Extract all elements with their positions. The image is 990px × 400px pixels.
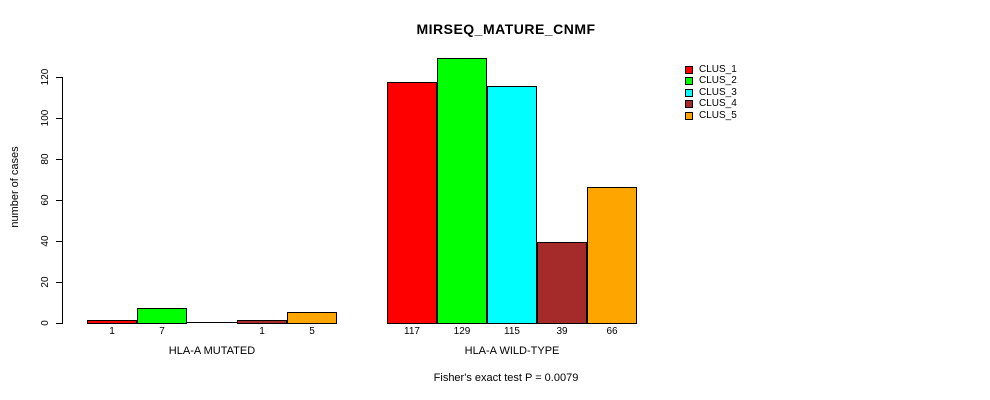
x-group-label-hla-a-wild-type: HLA-A WILD-TYPE [464, 345, 560, 357]
y-tick [56, 77, 62, 78]
bar-clus-4-hla-a-mutated [237, 320, 287, 324]
y-tick [56, 241, 62, 242]
y-tick [56, 159, 62, 160]
legend-label: CLUS_5 [699, 109, 737, 121]
y-tick [56, 200, 62, 201]
legend-label: CLUS_2 [699, 75, 737, 87]
x-group-label-hla-a-mutated: HLA-A MUTATED [168, 345, 256, 357]
bar-clus-2-hla-a-mutated [137, 308, 187, 324]
bar-value-label: 115 [504, 326, 520, 337]
bar-value-label: 1 [259, 326, 265, 337]
legend-swatch-clus_5 [685, 111, 693, 120]
y-tick-label: 20 [40, 276, 51, 288]
legend-row: CLUS_2 [685, 76, 737, 88]
y-tick-label: 120 [40, 68, 51, 86]
bar-clus-1-hla-a-mutated [87, 320, 137, 324]
bar-value-label: 5 [309, 326, 315, 337]
bar-clus-3-hla-a-mutated [187, 322, 237, 323]
legend-row: CLUS_4 [685, 99, 737, 111]
bar-value-label: 39 [556, 326, 568, 337]
legend-swatch-clus_4 [685, 100, 693, 109]
legend-label: CLUS_1 [699, 63, 737, 75]
bar-clus-5-hla-a-wild-type [587, 187, 637, 324]
legend-swatch-clus_3 [685, 88, 693, 97]
y-axis-label: number of cases [9, 146, 21, 228]
legend-swatch-clus_2 [685, 77, 693, 86]
legend: CLUS_1 CLUS_2 CLUS_3 CLUS_4 CLUS_5 [685, 64, 737, 122]
bar-value-label: 1 [109, 326, 115, 337]
y-tick-label: 100 [40, 109, 51, 127]
fisher-test-annotation: Fisher's exact test P = 0.0079 [433, 372, 579, 384]
y-tick-label: 40 [40, 235, 51, 247]
bar-clus-4-hla-a-wild-type [537, 242, 587, 324]
bar-value-label: 7 [159, 326, 165, 337]
legend-label: CLUS_4 [699, 98, 737, 110]
bar-value-label: 129 [453, 326, 471, 337]
y-tick-label: 80 [40, 153, 51, 165]
y-tick [56, 323, 62, 324]
bar-clus-2-hla-a-wild-type [437, 58, 487, 324]
bar-clus-5-hla-a-mutated [287, 312, 337, 324]
y-tick-label: 0 [40, 320, 51, 326]
legend-row: CLUS_5 [685, 110, 737, 122]
bar-value-label: 66 [606, 326, 618, 337]
y-tick [56, 118, 62, 119]
legend-swatch-clus_1 [685, 65, 693, 74]
legend-row: CLUS_1 [685, 64, 737, 76]
bar-value-label: 117 [404, 326, 420, 337]
chart-title: MIRSEQ_MATURE_CNMF [416, 21, 596, 37]
legend-label: CLUS_3 [699, 86, 737, 98]
y-tick-label: 60 [40, 194, 51, 206]
bar-clus-3-hla-a-wild-type [487, 86, 537, 324]
legend-row: CLUS_3 [685, 87, 737, 99]
y-tick [56, 282, 62, 283]
y-axis-line [62, 77, 63, 324]
bar-clus-1-hla-a-wild-type [387, 82, 437, 324]
